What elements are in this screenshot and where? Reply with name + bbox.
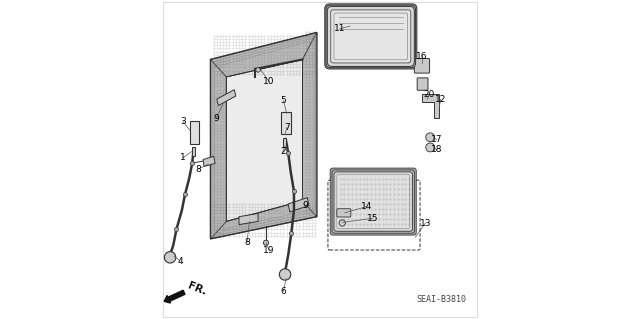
Circle shape	[256, 68, 260, 72]
FancyBboxPatch shape	[324, 4, 417, 69]
Text: 9: 9	[302, 201, 308, 210]
Circle shape	[426, 133, 435, 142]
Text: 18: 18	[431, 145, 443, 154]
Circle shape	[264, 240, 269, 245]
Polygon shape	[217, 90, 236, 106]
Text: 19: 19	[264, 246, 275, 255]
Circle shape	[339, 220, 346, 226]
Polygon shape	[288, 197, 309, 212]
FancyBboxPatch shape	[417, 78, 428, 90]
Text: 9: 9	[213, 114, 219, 123]
Text: 11: 11	[334, 24, 346, 33]
Text: 14: 14	[361, 202, 372, 211]
Text: 3: 3	[180, 117, 186, 126]
Text: 13: 13	[420, 219, 431, 227]
Text: 17: 17	[431, 135, 443, 144]
FancyArrow shape	[164, 290, 185, 303]
Polygon shape	[422, 94, 439, 118]
Polygon shape	[239, 213, 258, 225]
FancyBboxPatch shape	[334, 172, 412, 231]
Text: 12: 12	[435, 95, 446, 104]
Polygon shape	[303, 33, 317, 217]
Polygon shape	[192, 147, 195, 156]
Circle shape	[279, 269, 291, 280]
Text: 8: 8	[196, 165, 202, 174]
FancyBboxPatch shape	[190, 122, 199, 144]
Text: 4: 4	[177, 257, 183, 266]
FancyBboxPatch shape	[326, 5, 415, 68]
FancyBboxPatch shape	[281, 112, 291, 134]
Text: 16: 16	[416, 52, 428, 61]
Text: FR.: FR.	[187, 281, 208, 297]
FancyBboxPatch shape	[330, 168, 416, 235]
FancyBboxPatch shape	[337, 209, 351, 217]
Polygon shape	[211, 33, 317, 77]
Text: 5: 5	[280, 96, 286, 105]
Circle shape	[426, 143, 435, 152]
Text: 8: 8	[244, 238, 250, 247]
Text: 15: 15	[367, 214, 378, 223]
Text: 1: 1	[180, 153, 186, 162]
Polygon shape	[203, 156, 215, 167]
FancyBboxPatch shape	[332, 170, 414, 233]
FancyBboxPatch shape	[337, 175, 410, 228]
Text: 20: 20	[423, 90, 435, 99]
Text: SEAI-B3810: SEAI-B3810	[416, 295, 466, 304]
Text: 6: 6	[280, 287, 286, 296]
Text: 10: 10	[264, 77, 275, 86]
Polygon shape	[227, 59, 303, 221]
FancyBboxPatch shape	[331, 10, 411, 63]
Circle shape	[164, 252, 176, 263]
Text: 2: 2	[280, 147, 285, 156]
Text: 7: 7	[284, 123, 289, 132]
Polygon shape	[211, 59, 227, 239]
FancyBboxPatch shape	[414, 58, 429, 73]
Polygon shape	[211, 201, 317, 239]
Polygon shape	[282, 138, 286, 147]
FancyBboxPatch shape	[327, 6, 414, 66]
